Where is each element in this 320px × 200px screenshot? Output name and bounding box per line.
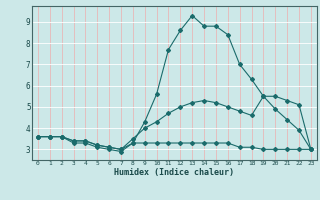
X-axis label: Humidex (Indice chaleur): Humidex (Indice chaleur) (115, 168, 234, 177)
